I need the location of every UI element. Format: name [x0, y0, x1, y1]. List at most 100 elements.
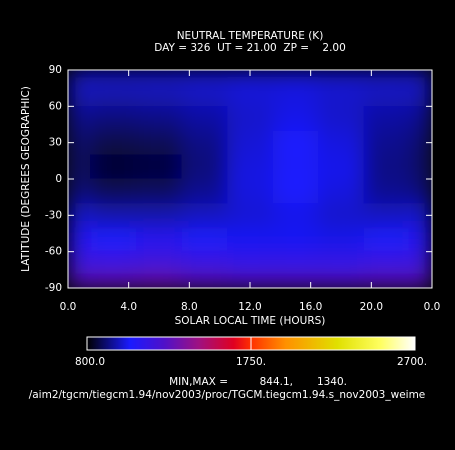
- colorbar-tick-label: 2700.: [397, 356, 427, 368]
- y-tick-label: 0: [55, 173, 62, 185]
- heatmap-cell: [136, 130, 182, 155]
- heatmap: [68, 70, 432, 288]
- heatmap-cell: [318, 70, 364, 83]
- x-tick-label: 8.0: [181, 301, 198, 313]
- heatmap-cell: [272, 275, 319, 288]
- heatmap-cell: [318, 179, 364, 204]
- y-tick-label: -60: [45, 246, 62, 258]
- heatmap-cell: [227, 179, 273, 204]
- heatmap-cell: [90, 70, 137, 83]
- chart-title: NEUTRAL TEMPERATURE (K): [177, 30, 324, 42]
- heatmap-cell: [90, 130, 137, 155]
- heatmap-cell: [272, 130, 319, 155]
- heatmap-cell: [181, 106, 228, 131]
- heatmap-cell: [90, 179, 137, 204]
- heatmap-cell: [227, 130, 273, 155]
- heatmap-cell: [68, 70, 91, 83]
- heatmap-cell: [181, 179, 228, 204]
- heatmap-cell: [68, 275, 91, 288]
- heatmap-cell: [68, 203, 91, 228]
- heatmap-cell: [409, 106, 432, 131]
- heatmap-cell: [90, 203, 137, 228]
- heatmap-cell: [181, 251, 228, 276]
- heatmap-cell: [363, 203, 410, 228]
- heatmap-cell: [227, 106, 273, 131]
- x-tick-label: 0.0: [424, 301, 441, 313]
- heatmap-cell: [272, 82, 319, 107]
- footer-path: /aim2/tgcm/tiegcm1.94/nov2003/proc/TGCM.…: [29, 389, 426, 401]
- heatmap-cell: [227, 154, 273, 179]
- heatmap-cell: [90, 106, 137, 131]
- y-tick-label: -30: [45, 209, 62, 221]
- heatmap-cell: [318, 227, 364, 252]
- heatmap-cell: [90, 154, 137, 179]
- heatmap-cell: [409, 275, 432, 288]
- heatmap-cell: [363, 82, 410, 107]
- heatmap-cell: [90, 82, 137, 107]
- heatmap-cell: [136, 275, 182, 288]
- heatmap-cell: [409, 154, 432, 179]
- heatmap-cell: [363, 227, 410, 252]
- heatmap-cell: [318, 203, 364, 228]
- heatmap-cell: [363, 275, 410, 288]
- y-axis-label: LATITUDE (DEGREES GEOGRAPHIC): [20, 86, 32, 272]
- heatmap-cell: [318, 275, 364, 288]
- heatmap-cell: [409, 82, 432, 107]
- plot-area: [68, 70, 432, 288]
- y-tick-label: 30: [49, 137, 62, 149]
- heatmap-cell: [90, 275, 137, 288]
- heatmap-cell: [409, 70, 432, 83]
- heatmap-cell: [136, 106, 182, 131]
- heatmap-cell: [90, 227, 137, 252]
- heatmap-cell: [363, 179, 410, 204]
- heatmap-cell: [363, 70, 410, 83]
- heatmap-cell: [68, 154, 91, 179]
- heatmap-cell: [68, 106, 91, 131]
- heatmap-cell: [272, 203, 319, 228]
- annotation: MIN,MAX =: [169, 376, 228, 388]
- heatmap-cell: [227, 82, 273, 107]
- x-tick-label: 4.0: [120, 301, 137, 313]
- heatmap-cell: [272, 179, 319, 204]
- heatmap-cell: [409, 130, 432, 155]
- heatmap-cell: [68, 82, 91, 107]
- heatmap-cell: [136, 154, 182, 179]
- heatmap-cell: [363, 154, 410, 179]
- heatmap-cell: [68, 179, 91, 204]
- heatmap-cell: [68, 251, 91, 276]
- heatmap-cell: [136, 227, 182, 252]
- heatmap-cell: [68, 130, 91, 155]
- x-tick-label: 12.0: [238, 301, 261, 313]
- heatmap-cell: [181, 82, 228, 107]
- heatmap-cell: [136, 179, 182, 204]
- heatmap-cell: [318, 106, 364, 131]
- heatmap-cell: [318, 251, 364, 276]
- heatmap-cell: [272, 154, 319, 179]
- x-tick-label: 0.0: [60, 301, 77, 313]
- heatmap-cell: [409, 251, 432, 276]
- heatmap-cell: [363, 251, 410, 276]
- heatmap-cell: [136, 251, 182, 276]
- y-tick-label: -90: [45, 282, 62, 294]
- heatmap-cell: [90, 251, 137, 276]
- colorbar-tick-label: 800.0: [75, 356, 105, 368]
- heatmap-cell: [68, 227, 91, 252]
- x-tick-label: 16.0: [299, 301, 322, 313]
- annotation: 844.1,: [260, 376, 293, 388]
- heatmap-cell: [272, 106, 319, 131]
- heatmap-cell: [318, 130, 364, 155]
- heatmap-cell: [181, 70, 228, 83]
- heatmap-cell: [136, 70, 182, 83]
- heatmap-cell: [136, 203, 182, 228]
- heatmap-cell: [272, 70, 319, 83]
- heatmap-cell: [181, 130, 228, 155]
- heatmap-cell: [181, 154, 228, 179]
- chart-subtitle: DAY = 326 UT = 21.00 ZP = 2.00: [154, 42, 346, 54]
- annotation: 1340.: [317, 376, 347, 388]
- heatmap-cell: [227, 275, 273, 288]
- heatmap-cell: [136, 82, 182, 107]
- heatmap-cell: [363, 130, 410, 155]
- heatmap-cell: [227, 251, 273, 276]
- y-tick-label: 60: [49, 100, 62, 112]
